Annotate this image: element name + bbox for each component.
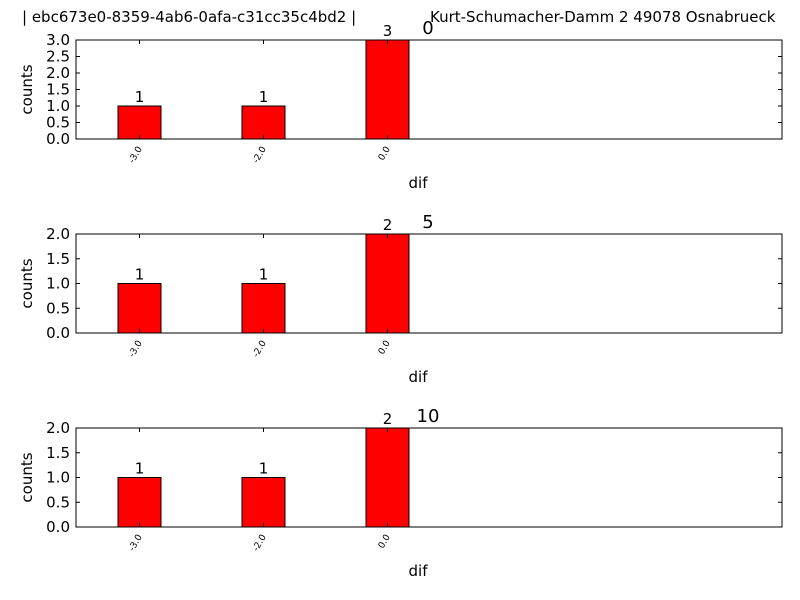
subplot-2-x-tick-label-1: -3.0 [127, 339, 145, 359]
header-id-text: | ebc673e0-8359-4ab6-0afa-c31cc35c4bd2 | [22, 8, 357, 26]
subplot-1-y-tick-label-7: 3.0 [46, 31, 70, 49]
subplot-2-bar-3 [365, 233, 410, 334]
header-address-text: Kurt-Schumacher-Damm 2 49078 Osnabrueck [430, 8, 776, 26]
subplot-1-x-tick-label-3: 0.0 [377, 145, 393, 163]
subplot-1-data-label-2: 1 [259, 88, 269, 106]
subplot-1-axes-frame [75, 39, 783, 140]
subplot-3-y-tick-label-2: 0.5 [46, 493, 70, 511]
subplot-2-data-label-1: 1 [135, 266, 145, 284]
subplot-2-y-tick-label-3: 1.0 [46, 275, 70, 293]
subplot-2-y-axis-label: counts [18, 258, 36, 308]
subplot-1-y-tick-label-5: 2.0 [46, 64, 70, 82]
subplot-3-y-axis-label: counts [18, 452, 36, 502]
subplot-1-x-tick-label-1: -3.0 [127, 145, 145, 165]
subplot-1-y-axis-label: counts [18, 64, 36, 114]
subplot-1-bar-2 [241, 105, 286, 140]
subplot-1-bar-1 [117, 105, 162, 140]
subplot-2-bar-2 [241, 283, 286, 334]
subplot-3-data-label-3: 2 [383, 410, 393, 428]
subplot-2-bar-1 [117, 283, 162, 334]
subplot-2-data-label-3: 2 [383, 216, 393, 234]
subplot-1-x-axis-label: dif [409, 174, 429, 192]
subplot-2-data-label-2: 1 [259, 266, 269, 284]
subplot-3-x-tick-label-2: -2.0 [251, 533, 269, 553]
subplot-1-bar-3 [365, 39, 410, 140]
subplot-3-x-tick-label-1: -3.0 [127, 533, 145, 553]
subplot-3-axes-frame [75, 427, 783, 528]
subplot-2-x-tick-label-2: -2.0 [251, 339, 269, 359]
subplot-2-x-tick-label-3: 0.0 [377, 339, 393, 357]
subplot-1-data-label-1: 1 [135, 88, 145, 106]
subplot-3-data-label-2: 1 [259, 460, 269, 478]
figure-header: | ebc673e0-8359-4ab6-0afa-c31cc35c4bd2 |… [0, 8, 800, 30]
subplot-1-title: 0 [422, 18, 433, 39]
subplot-1-y-tick-label-3: 1.0 [46, 97, 70, 115]
subplot-1-y-tick-label-2: 0.5 [46, 114, 70, 132]
subplot-1-x-tick-label-2: -2.0 [251, 145, 269, 165]
subplot-3-x-tick-label-3: 0.0 [377, 533, 393, 551]
subplot-2-x-axis-label: dif [409, 368, 429, 386]
subplot-3-y-tick-label-3: 1.0 [46, 469, 70, 487]
subplot-3-bar-2 [241, 477, 286, 528]
subplot-2-y-tick-label-5: 2.0 [46, 225, 70, 243]
subplot-1-y-tick-label-4: 1.5 [46, 81, 70, 99]
subplot-3-data-label-1: 1 [135, 460, 145, 478]
subplot-2-y-tick-label-2: 0.5 [46, 299, 70, 317]
subplot-1-data-label-3: 3 [383, 22, 393, 40]
subplot-3-title: 10 [417, 406, 440, 427]
subplot-3-y-tick-label-5: 2.0 [46, 419, 70, 437]
subplot-3-y-tick-label-1: 0.0 [46, 518, 70, 536]
subplot-1-y-tick-label-6: 2.5 [46, 48, 70, 66]
subplot-1-y-tick-label-1: 0.0 [46, 130, 70, 148]
subplot-2-title: 5 [422, 212, 433, 233]
subplot-3-y-tick-label-4: 1.5 [46, 444, 70, 462]
subplot-2-axes-frame [75, 233, 783, 334]
subplot-3-x-axis-label: dif [409, 562, 429, 580]
subplot-2-y-tick-label-4: 1.5 [46, 250, 70, 268]
subplot-3-bar-1 [117, 477, 162, 528]
subplot-2-y-tick-label-1: 0.0 [46, 324, 70, 342]
subplot-3-bar-3 [365, 427, 410, 528]
